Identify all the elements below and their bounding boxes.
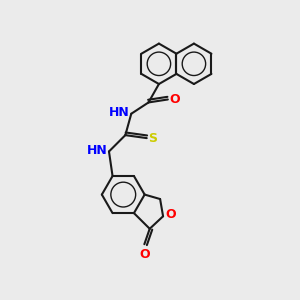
Text: S: S: [148, 132, 157, 145]
Text: O: O: [169, 93, 180, 106]
Text: O: O: [139, 248, 150, 261]
Text: O: O: [166, 208, 176, 221]
Text: HN: HN: [109, 106, 130, 119]
Text: HN: HN: [87, 144, 108, 157]
